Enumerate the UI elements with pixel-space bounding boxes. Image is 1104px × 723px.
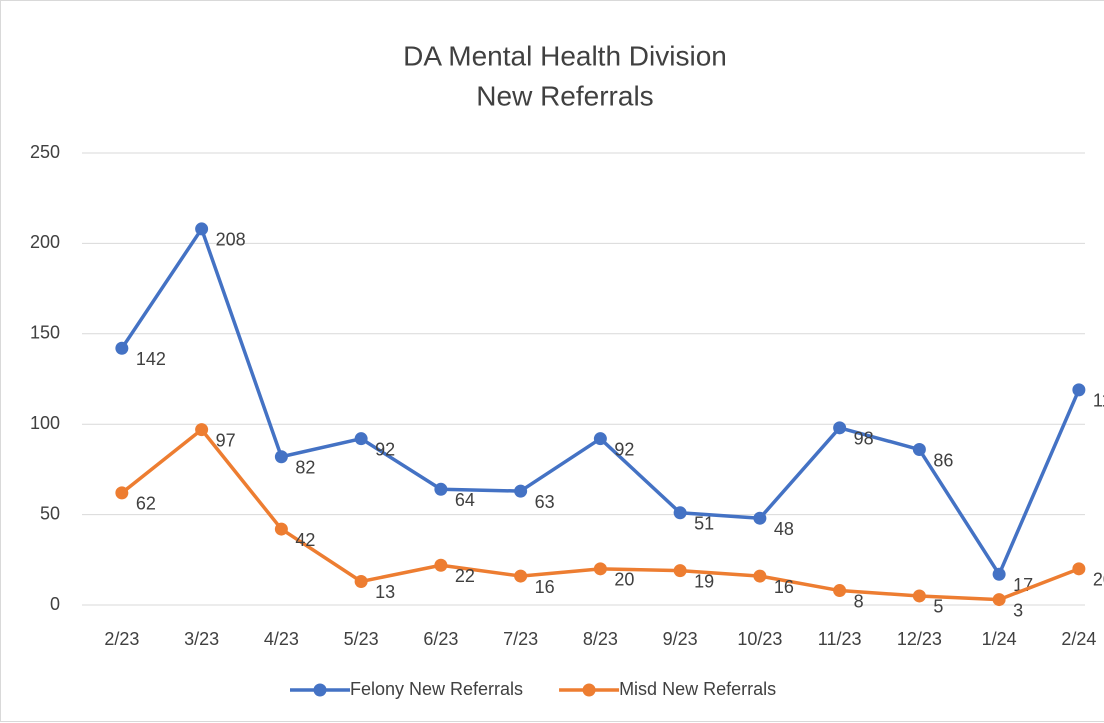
x-tick-label: 8/23 <box>583 629 618 649</box>
data-point <box>115 341 129 355</box>
data-label: 16 <box>535 577 555 597</box>
data-label: 208 <box>216 230 246 250</box>
data-label: 8 <box>854 591 864 611</box>
data-label: 98 <box>854 429 874 449</box>
data-point <box>833 421 847 435</box>
data-point <box>514 484 528 498</box>
data-point <box>593 562 607 576</box>
data-label: 20 <box>614 570 634 590</box>
data-point <box>912 589 926 603</box>
legend-swatch <box>313 683 327 697</box>
data-point <box>354 574 368 588</box>
data-label: 119 <box>1093 391 1104 411</box>
data-label: 3 <box>1013 600 1023 620</box>
data-point <box>753 569 767 583</box>
data-label: 42 <box>295 530 315 550</box>
data-label: 13 <box>375 582 395 602</box>
legend-label: Misd New Referrals <box>619 679 776 699</box>
data-label: 5 <box>933 597 943 617</box>
data-point <box>434 482 448 496</box>
x-tick-label: 3/23 <box>184 629 219 649</box>
x-tick-label: 6/23 <box>423 629 458 649</box>
data-point <box>673 506 687 520</box>
data-point <box>992 593 1006 607</box>
data-label: 92 <box>375 439 395 459</box>
y-tick-label: 50 <box>40 503 60 523</box>
data-point <box>274 522 288 536</box>
data-label: 19 <box>694 571 714 591</box>
data-label: 86 <box>933 450 953 470</box>
x-tick-label: 7/23 <box>503 629 538 649</box>
x-tick-label: 4/23 <box>264 629 299 649</box>
legend-label: Felony New Referrals <box>350 679 523 699</box>
data-point <box>195 222 209 236</box>
x-tick-label: 2/24 <box>1061 629 1096 649</box>
data-point <box>912 443 926 457</box>
data-point <box>514 569 528 583</box>
data-label: 62 <box>136 494 156 514</box>
data-label: 51 <box>694 514 714 534</box>
x-tick-label: 10/23 <box>737 629 782 649</box>
data-point <box>992 567 1006 581</box>
y-tick-label: 250 <box>30 142 60 162</box>
data-label: 20 <box>1093 570 1104 590</box>
data-point <box>434 558 448 572</box>
data-point <box>195 423 209 437</box>
chart-title: DA Mental Health Division <box>403 40 727 71</box>
data-label: 48 <box>774 519 794 539</box>
data-point <box>833 584 847 598</box>
data-point <box>1072 383 1086 397</box>
y-tick-label: 0 <box>50 594 60 614</box>
x-tick-label: 12/23 <box>897 629 942 649</box>
data-label: 64 <box>455 490 475 510</box>
data-label: 22 <box>455 566 475 586</box>
chart-title: New Referrals <box>476 80 653 111</box>
data-point <box>115 486 129 500</box>
data-label: 82 <box>295 457 315 477</box>
data-point <box>354 432 368 446</box>
data-label: 97 <box>216 430 236 450</box>
legend-swatch <box>582 683 596 697</box>
data-point <box>753 511 767 525</box>
x-tick-label: 9/23 <box>663 629 698 649</box>
data-point <box>1072 562 1086 576</box>
y-tick-label: 100 <box>30 413 60 433</box>
x-tick-label: 2/23 <box>104 629 139 649</box>
data-label: 16 <box>774 577 794 597</box>
data-point <box>274 450 288 464</box>
x-tick-label: 11/23 <box>818 629 862 649</box>
data-label: 142 <box>136 349 166 369</box>
data-label: 92 <box>614 439 634 459</box>
x-tick-label: 1/24 <box>982 629 1017 649</box>
data-label: 63 <box>535 492 555 512</box>
y-tick-label: 200 <box>30 232 60 252</box>
data-point <box>593 432 607 446</box>
x-tick-label: 5/23 <box>344 629 379 649</box>
y-tick-label: 150 <box>30 323 60 343</box>
data-point <box>673 564 687 578</box>
